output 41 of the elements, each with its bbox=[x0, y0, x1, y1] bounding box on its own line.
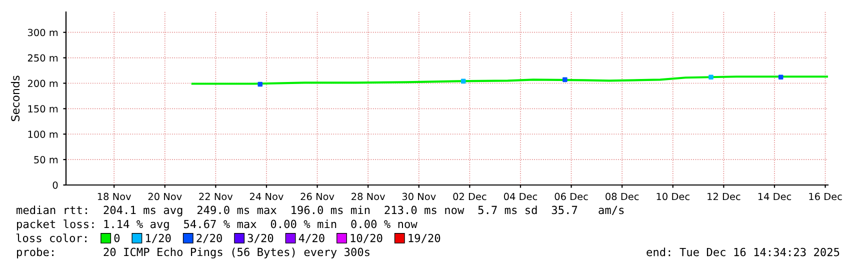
x-tick-label: 06 Dec bbox=[554, 192, 588, 200]
y-tick-label: 100 m bbox=[28, 130, 58, 138]
line-series bbox=[191, 76, 828, 85]
y-tick-label: 250 m bbox=[28, 54, 58, 62]
x-tick-label: 02 Dec bbox=[453, 192, 486, 200]
x-tick-label: 20 Nov bbox=[148, 192, 182, 200]
x-tick-label: 28 Nov bbox=[352, 192, 386, 200]
point bbox=[708, 74, 714, 80]
x-tick-label: 26 Nov bbox=[300, 192, 334, 200]
point bbox=[778, 74, 784, 80]
x-tick-label: 24 Nov bbox=[250, 192, 284, 200]
y-tick-label: 300 m bbox=[28, 28, 58, 36]
point bbox=[562, 77, 568, 82]
y-tick-label: 0 bbox=[52, 181, 58, 189]
x-tick-label: 18 Nov bbox=[98, 192, 132, 200]
legend-label: 3/20 bbox=[248, 234, 274, 244]
y-axis-title: Seconds bbox=[10, 76, 20, 122]
x-tick-label: 14 Dec bbox=[758, 192, 792, 200]
legend-label: 2/20 bbox=[196, 234, 222, 244]
point bbox=[258, 82, 263, 87]
point bbox=[460, 78, 466, 84]
x-tick-label: 22 Nov bbox=[199, 192, 233, 200]
x-tick-label: 08 Dec bbox=[606, 192, 639, 200]
y-tick-label: 50 m bbox=[34, 156, 58, 164]
x-tick-label: 16 Dec bbox=[809, 192, 842, 200]
text: probe: 20 ICMP Echo Pings (56 Bytes) every 300s bbox=[17, 248, 370, 258]
x-tick-label: 10 Dec bbox=[656, 192, 690, 200]
legend-title: loss color: bbox=[16, 234, 86, 242]
legend-label: 0 bbox=[114, 234, 120, 242]
x-tick-label: 12 Dec bbox=[708, 192, 740, 200]
y-tick-label: 200 m bbox=[28, 80, 58, 88]
legend-label: 1/20 bbox=[146, 234, 171, 244]
y-tick-label: 150 m bbox=[28, 105, 58, 113]
legend-label: 19/20 bbox=[408, 234, 440, 244]
x-tick-label: 30 Nov bbox=[402, 192, 436, 200]
legend-label: 10/20 bbox=[350, 234, 382, 244]
text: median rtt: 204.1 ms avg 249.0 ms max 196.0 ms min 213.0 ms now 5.7 ms sd 35.7 am/s bbox=[16, 206, 624, 216]
text: packet loss: 1.14 % avg 54.67 % max 0.00 % min 0.00 % now bbox=[17, 220, 418, 230]
legend-label: 4/20 bbox=[298, 234, 324, 244]
text: end: Tue Dec 16 14:34:23 2025 bbox=[646, 248, 840, 256]
x-tick-label: 04 Dec bbox=[504, 192, 538, 200]
